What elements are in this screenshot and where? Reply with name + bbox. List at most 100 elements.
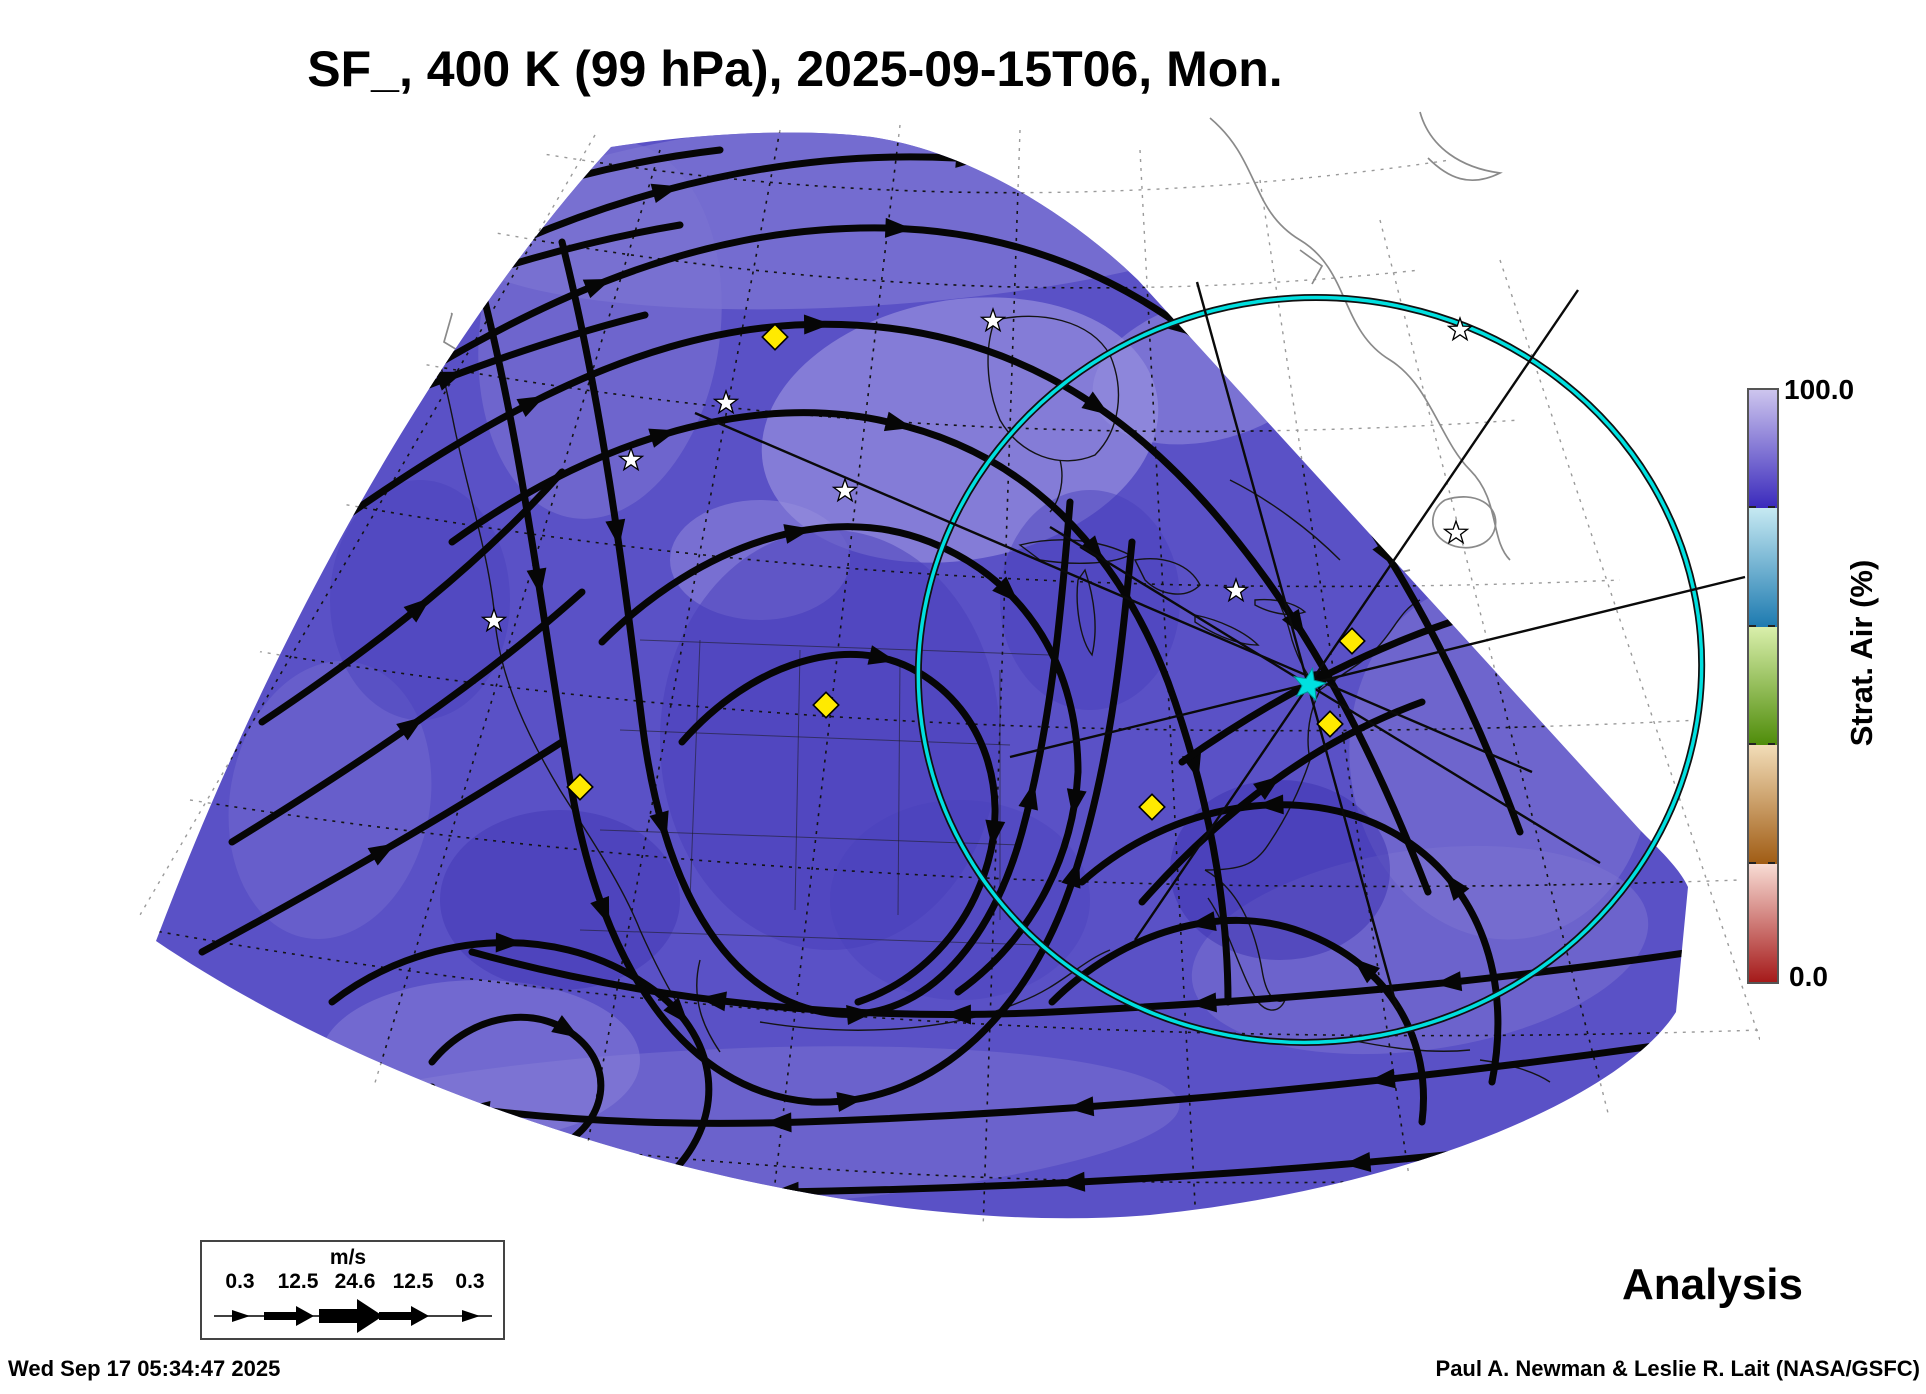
flow-arrowhead bbox=[1188, 911, 1217, 931]
flow-arrowhead bbox=[1081, 391, 1110, 415]
yellow-diamond-marker bbox=[761, 323, 789, 351]
flow-arrowhead bbox=[367, 843, 397, 866]
azimuth-line bbox=[1134, 289, 1579, 941]
azimuth-line bbox=[694, 411, 1533, 774]
graticule-line bbox=[1499, 259, 1760, 1041]
wind-speed-value: 12.5 bbox=[392, 1270, 434, 1293]
flow-arrowhead bbox=[590, 896, 610, 925]
flow-arrowhead bbox=[470, 266, 500, 286]
graticule-line bbox=[249, 649, 1688, 732]
flow-arrowhead bbox=[867, 645, 897, 665]
colorbar-min-label: 0.0 bbox=[1789, 961, 1828, 992]
streamline bbox=[1048, 917, 1427, 1126]
flow-arrowhead bbox=[764, 1112, 792, 1133]
cyan-star-marker bbox=[1292, 666, 1328, 702]
azimuth-line bbox=[1049, 525, 1601, 865]
yellow-diamond-marker bbox=[1138, 793, 1166, 821]
flow-arrowhead bbox=[803, 314, 832, 335]
white-star-marker bbox=[1442, 519, 1470, 545]
state-border bbox=[897, 659, 901, 916]
graticule-line bbox=[479, 229, 1421, 289]
coastline bbox=[454, 429, 701, 1041]
flow-arrowhead bbox=[836, 1092, 865, 1112]
colorbar-tick bbox=[1768, 506, 1775, 509]
streamline bbox=[328, 939, 713, 1186]
wind-speed-value: 12.5 bbox=[277, 1270, 319, 1293]
yellow-diamond-marker bbox=[1316, 710, 1344, 738]
yellow-diamond-marker bbox=[1338, 627, 1366, 655]
white-star-marker bbox=[1446, 316, 1474, 342]
state-border bbox=[794, 649, 801, 911]
colorbar-title: Strat. Air (%) bbox=[1844, 559, 1879, 747]
flow-arrowhead bbox=[1367, 1068, 1396, 1089]
colorbar-tick bbox=[1749, 861, 1756, 864]
coastline bbox=[1209, 117, 1511, 561]
streamline bbox=[1078, 801, 1502, 1086]
credit-right: Paul A. Newman & Leslie R. Lait (NASA/GS… bbox=[1435, 1356, 1920, 1381]
flow-arrowhead bbox=[985, 819, 1006, 848]
graticule-line bbox=[156, 134, 596, 916]
coastline bbox=[1076, 568, 1096, 657]
graticule-line bbox=[519, 149, 1451, 194]
flow-arrowhead bbox=[583, 132, 612, 138]
flow-arrowhead bbox=[396, 716, 425, 741]
shading-blob bbox=[330, 480, 510, 720]
azimuth-line bbox=[1195, 281, 1399, 1009]
wind-unit-label: m/s bbox=[329, 1246, 367, 1269]
flow-arrowhead bbox=[605, 518, 626, 547]
colorbar-tick bbox=[1768, 624, 1775, 627]
coastline bbox=[1229, 479, 1341, 561]
colorbar-tick bbox=[1749, 506, 1756, 509]
colorbar-tick bbox=[1768, 743, 1775, 746]
white-star-marker bbox=[480, 607, 508, 633]
flow-arrowhead bbox=[1066, 788, 1087, 817]
flow-arrowhead bbox=[1234, 252, 1263, 277]
yellow-diamond-marker bbox=[566, 773, 594, 801]
flow-arrowhead bbox=[403, 597, 431, 623]
flow-arrowhead bbox=[1256, 794, 1284, 815]
flow-arrowhead bbox=[1061, 859, 1081, 889]
flow-arrowhead bbox=[884, 217, 913, 238]
graticule-line bbox=[1139, 149, 1201, 1219]
flow-arrowhead bbox=[1444, 873, 1470, 901]
colorbar-segment bbox=[1749, 626, 1777, 746]
flow-arrowhead bbox=[649, 810, 669, 840]
coastline bbox=[1194, 614, 1260, 646]
state-border bbox=[619, 729, 1011, 746]
shading-blob bbox=[660, 530, 1000, 950]
azimuth-line bbox=[1009, 575, 1746, 759]
state-border bbox=[599, 829, 1021, 846]
shading-blob bbox=[830, 800, 1090, 1000]
flow-arrowhead bbox=[650, 183, 680, 204]
colorbar-max-label: 100.0 bbox=[1784, 374, 1855, 405]
flow-arrowhead bbox=[540, 1135, 569, 1156]
wind-speed-legend: m/s 0.3 12.5 24.6 12.5 0.3 bbox=[200, 1240, 505, 1340]
shading-blob bbox=[440, 810, 680, 990]
colorbar-tick bbox=[1749, 624, 1756, 627]
coastline bbox=[987, 315, 1120, 462]
flow-arrowhead bbox=[648, 428, 678, 448]
flow-arrowhead bbox=[495, 932, 523, 953]
flow-arrowhead bbox=[883, 411, 913, 432]
graticule-line bbox=[399, 359, 1521, 433]
colorbar-tick bbox=[1768, 861, 1775, 864]
state-border bbox=[689, 639, 701, 901]
flow-arrowhead bbox=[526, 567, 547, 596]
streamline bbox=[678, 650, 999, 1006]
flow-arrowhead bbox=[582, 278, 612, 299]
flow-arrowhead bbox=[1018, 781, 1038, 811]
plot-title: SF_, 400 K (99 hPa), 2025-09-15T06, Mon. bbox=[307, 41, 1283, 97]
flow-arrowhead bbox=[1057, 1171, 1086, 1192]
coastline bbox=[1419, 111, 1503, 182]
white-star-marker bbox=[1222, 577, 1250, 603]
analysis-label: Analysis bbox=[1622, 1260, 1803, 1309]
flow-arrowhead bbox=[1281, 608, 1305, 637]
flow-arrowhead bbox=[551, 1015, 580, 1038]
shading-blob bbox=[228, 661, 432, 939]
flow-arrowhead bbox=[698, 991, 727, 1012]
flow-arrowhead bbox=[992, 576, 1019, 603]
coastline bbox=[1204, 554, 1321, 871]
flow-arrowhead bbox=[783, 524, 812, 544]
